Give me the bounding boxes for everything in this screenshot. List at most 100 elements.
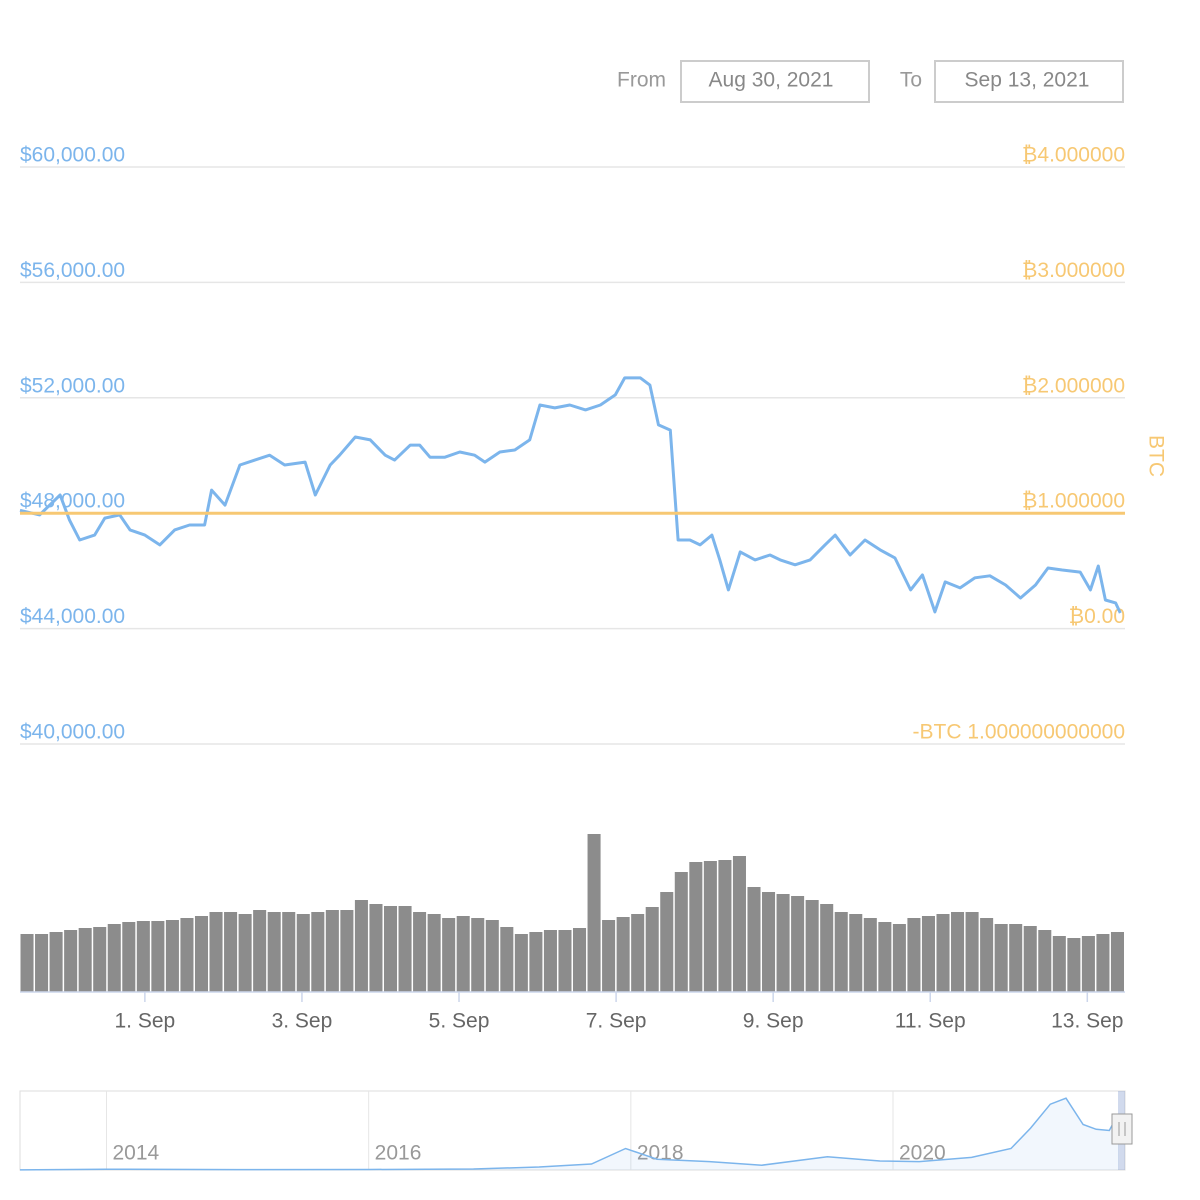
navigator-tick-label: 2014 bbox=[113, 1142, 160, 1165]
from-date[interactable]: Aug 30, 2021 bbox=[709, 69, 834, 92]
navigator-handle[interactable] bbox=[1111, 1113, 1133, 1145]
volume-bar bbox=[369, 904, 383, 992]
volume-bar bbox=[500, 927, 514, 992]
volume-bar bbox=[1052, 936, 1066, 992]
volume-bar bbox=[747, 887, 761, 992]
y2-tick-label: ₿4.000000 bbox=[1022, 144, 1125, 167]
volume-bar bbox=[965, 912, 979, 992]
volume-bar bbox=[78, 928, 92, 992]
volume-bar bbox=[718, 860, 732, 992]
volume-bar bbox=[296, 914, 310, 992]
volume-bar bbox=[660, 892, 674, 992]
volume-bar bbox=[907, 918, 921, 992]
volume-bar bbox=[805, 900, 819, 992]
volume-bar bbox=[573, 928, 587, 992]
volume-bar bbox=[398, 906, 412, 992]
volume-bar bbox=[820, 904, 834, 992]
volume-bar bbox=[558, 930, 572, 992]
volume-bar bbox=[456, 916, 470, 992]
navigator-line bbox=[19, 1097, 1120, 1171]
volume-bar bbox=[325, 910, 339, 992]
navigator-tick-label: 2018 bbox=[637, 1142, 684, 1165]
to-label: To bbox=[900, 69, 922, 92]
volume-bar bbox=[194, 916, 209, 992]
y2-tick-label: -BTC 1.000000000000 bbox=[913, 721, 1126, 744]
volume-bar bbox=[238, 914, 252, 992]
volume-bar bbox=[543, 930, 557, 992]
volume-bar bbox=[834, 912, 848, 992]
volume-bar bbox=[921, 916, 935, 992]
y2-tick-label: ₿3.000000 bbox=[1022, 259, 1125, 282]
volume-bar bbox=[122, 922, 136, 992]
volume-bar bbox=[1067, 938, 1081, 992]
volume-bar bbox=[732, 856, 746, 992]
volume-bar bbox=[994, 924, 1008, 992]
volume-bar bbox=[849, 914, 863, 992]
volume-bar bbox=[776, 894, 790, 992]
volume-bar bbox=[645, 907, 659, 992]
y-tick-label: $40,000.00 bbox=[20, 721, 125, 744]
volume-bar bbox=[340, 910, 354, 992]
volume-bar bbox=[267, 912, 281, 992]
volume-bar bbox=[878, 922, 892, 992]
x-tick-label: 3. Sep bbox=[272, 1010, 333, 1033]
volume-bar bbox=[253, 910, 267, 992]
volume-bar bbox=[602, 920, 616, 992]
volume-bar bbox=[165, 920, 179, 992]
volume-bar bbox=[442, 918, 456, 992]
from-label: From bbox=[617, 69, 666, 92]
volume-bar bbox=[209, 912, 223, 992]
volume-bar bbox=[20, 934, 34, 992]
volume-bar bbox=[1081, 936, 1095, 992]
volume-bar bbox=[311, 912, 325, 992]
volume-bar bbox=[136, 921, 150, 992]
volume-bar bbox=[791, 896, 805, 992]
navigator-area bbox=[20, 1098, 1119, 1170]
to-date[interactable]: Sep 13, 2021 bbox=[965, 69, 1090, 92]
x-tick-label: 9. Sep bbox=[743, 1010, 804, 1033]
volume-bar bbox=[703, 861, 717, 992]
x-tick-label: 7. Sep bbox=[586, 1010, 647, 1033]
volume-bar bbox=[1009, 924, 1023, 992]
volume-bar bbox=[354, 900, 368, 992]
y2-axis-title: BTC bbox=[1144, 435, 1167, 477]
volume-bar bbox=[471, 918, 485, 992]
navigator-tick-label: 2016 bbox=[375, 1142, 422, 1165]
volume-bar bbox=[151, 921, 165, 992]
y-tick-label: $60,000.00 bbox=[20, 144, 125, 167]
to-input[interactable] bbox=[934, 60, 1124, 103]
series-line bbox=[19, 376, 1122, 614]
x-tick-label: 1. Sep bbox=[115, 1010, 176, 1033]
volume-bar bbox=[49, 932, 63, 992]
x-tick-label: 11. Sep bbox=[895, 1010, 966, 1033]
volume-bar bbox=[689, 862, 703, 992]
volume-bar bbox=[529, 932, 543, 992]
volume-bar bbox=[35, 934, 49, 992]
volume-bar bbox=[1023, 926, 1037, 992]
volume-bar bbox=[863, 918, 877, 992]
volume-bar bbox=[93, 927, 107, 992]
volume-bar bbox=[282, 912, 296, 992]
y-tick-label: $44,000.00 bbox=[20, 605, 125, 628]
volume-bar bbox=[1110, 932, 1124, 992]
y2-tick-label: ₿2.000000 bbox=[1022, 374, 1125, 397]
volume-bar bbox=[485, 920, 499, 992]
volume-bar bbox=[762, 892, 776, 992]
volume-bar bbox=[107, 924, 121, 992]
x-tick-label: 5. Sep bbox=[429, 1010, 490, 1033]
y2-tick-label: ₿0.00 bbox=[1069, 605, 1125, 628]
y-tick-label: $52,000.00 bbox=[20, 374, 125, 397]
volume-bar bbox=[936, 914, 950, 992]
navigator-tick-label: 2020 bbox=[899, 1142, 946, 1165]
volume-bar bbox=[631, 914, 645, 992]
volume-bar bbox=[413, 912, 427, 992]
volume-bar bbox=[616, 917, 630, 992]
volume-bar bbox=[514, 934, 528, 992]
volume-bar bbox=[427, 914, 441, 992]
volume-bar bbox=[587, 834, 601, 992]
from-input[interactable] bbox=[680, 60, 870, 103]
volume-bar bbox=[1096, 934, 1110, 992]
y-tick-label: $56,000.00 bbox=[20, 259, 125, 282]
